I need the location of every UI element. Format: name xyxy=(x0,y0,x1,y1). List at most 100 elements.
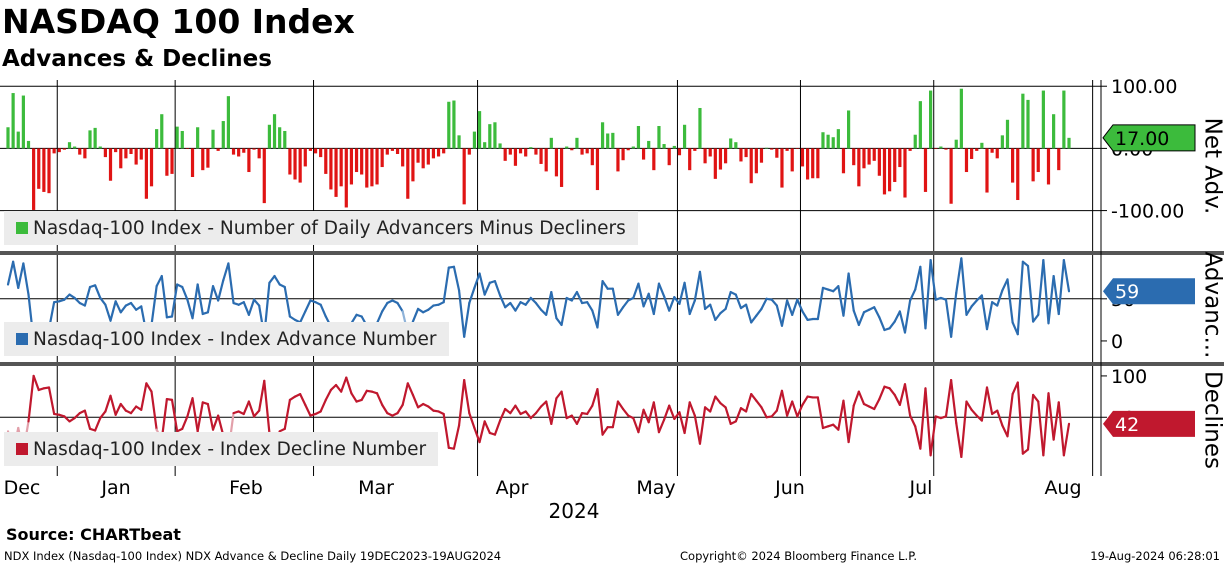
series-segment xyxy=(960,257,968,316)
y-tick-label: 100.00 xyxy=(1111,76,1177,98)
net-bar xyxy=(211,129,215,149)
net-bar xyxy=(836,129,840,149)
series-segment xyxy=(1047,274,1055,325)
series-segment xyxy=(457,289,466,338)
series-segment xyxy=(842,272,850,317)
net-bar xyxy=(898,148,902,168)
series-segment xyxy=(396,301,404,313)
series-segment xyxy=(560,390,568,420)
series-segment xyxy=(734,293,743,310)
series-segment xyxy=(980,294,989,331)
net-bar xyxy=(667,148,671,166)
series-segment xyxy=(463,378,471,415)
series-segment xyxy=(903,299,912,334)
series-segment xyxy=(965,305,973,316)
net-bar xyxy=(939,146,943,149)
net-bar xyxy=(985,148,989,193)
series-segment xyxy=(652,282,661,316)
legend-label-advance: Nasdaq-100 Index - Index Advance Number xyxy=(33,328,437,350)
net-bar xyxy=(11,93,15,149)
net-bar xyxy=(165,148,169,176)
net-bar xyxy=(580,148,584,155)
series-segment xyxy=(591,388,599,407)
net-bar xyxy=(811,148,815,179)
net-bars xyxy=(6,88,1071,210)
series-segment xyxy=(452,265,461,292)
net-bar xyxy=(467,148,471,155)
series-segment xyxy=(647,401,655,424)
series-segment xyxy=(878,316,886,332)
net-bar xyxy=(857,148,861,187)
series-segment xyxy=(73,296,81,305)
net-bar xyxy=(457,135,461,149)
net-bar xyxy=(703,148,707,164)
series-segment xyxy=(642,408,650,424)
source-note: Source: CHARTbeat xyxy=(6,525,181,544)
net-bar xyxy=(780,148,784,188)
series-segment xyxy=(268,274,276,284)
series-segment xyxy=(1026,393,1035,451)
net-bar xyxy=(744,148,748,158)
net-bar xyxy=(175,126,179,149)
net-bar xyxy=(708,148,712,157)
series-segment xyxy=(1052,401,1060,441)
series-segment xyxy=(227,262,235,305)
series-segment xyxy=(652,401,661,434)
net-bar xyxy=(734,142,738,149)
last-value-label: 59 xyxy=(1115,281,1139,303)
series-segment xyxy=(755,399,763,409)
series-segment xyxy=(411,393,420,409)
series-segment xyxy=(642,292,650,308)
net-bar xyxy=(411,148,415,182)
series-segment xyxy=(668,296,676,312)
net-bar xyxy=(298,148,302,183)
series-segment xyxy=(586,404,594,416)
year-label: 2024 xyxy=(549,499,600,523)
net-bar xyxy=(129,148,133,154)
series-segment xyxy=(601,280,609,290)
series-segment xyxy=(463,301,471,338)
series-segment xyxy=(637,282,645,308)
series-segment xyxy=(1062,422,1071,457)
net-bar xyxy=(436,148,441,157)
series-segment xyxy=(468,286,476,305)
net-bar xyxy=(600,122,605,149)
series-segment xyxy=(1021,260,1030,268)
net-bar xyxy=(180,130,184,149)
net-bar xyxy=(631,146,635,149)
series-segment xyxy=(816,396,825,430)
series-segment xyxy=(750,314,758,324)
series-segment xyxy=(683,281,691,316)
series-segment xyxy=(94,416,102,432)
series-segment xyxy=(47,386,56,416)
series-segment xyxy=(350,392,358,403)
series-segment xyxy=(524,410,532,420)
series-segment xyxy=(796,298,804,313)
month-label: Apr xyxy=(496,477,529,499)
net-bar xyxy=(554,148,559,177)
net-bar xyxy=(226,96,231,149)
series-segment xyxy=(498,407,507,422)
series-segment xyxy=(319,303,327,318)
net-bar xyxy=(1057,148,1061,171)
last-value-label: 17.00 xyxy=(1115,128,1169,150)
net-bar xyxy=(1052,114,1056,149)
net-bar xyxy=(800,148,805,167)
net-bar xyxy=(959,88,963,149)
series-segment xyxy=(724,290,732,311)
net-bar xyxy=(303,148,307,167)
series-segment xyxy=(903,383,912,417)
series-segment xyxy=(970,408,978,417)
footer-description: NDX Index (Nasdaq-100 Index) NDX Advance… xyxy=(4,549,502,563)
series-segment xyxy=(263,379,271,435)
series-segment xyxy=(632,282,640,300)
series-segment xyxy=(709,303,717,321)
series-segment xyxy=(32,374,40,392)
net-bar xyxy=(1000,135,1004,149)
net-bar xyxy=(846,110,851,149)
series-segment xyxy=(129,405,138,415)
net-bar xyxy=(170,148,174,174)
net-bar xyxy=(770,148,774,150)
series-segment xyxy=(611,400,620,429)
